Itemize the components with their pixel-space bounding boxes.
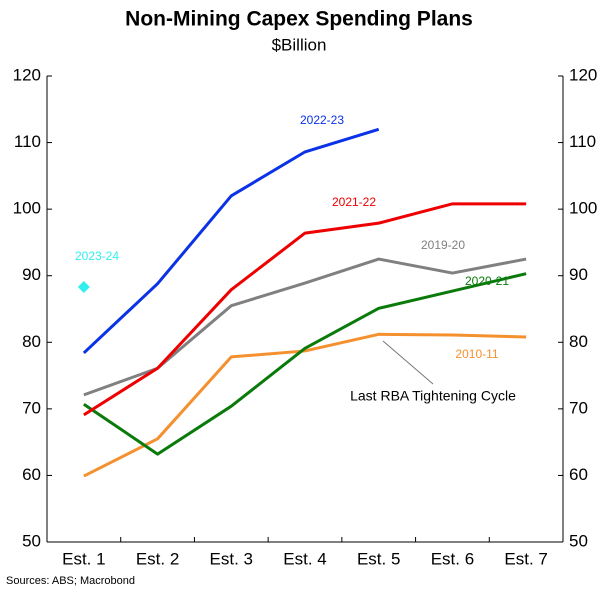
x-tick-label: Est. 6	[431, 549, 474, 568]
y2-tick-label: 60	[569, 465, 588, 484]
series-label: 2023-24	[75, 249, 119, 263]
series-line	[83, 332, 527, 478]
marker	[77, 281, 90, 294]
chart-title: Non-Mining Capex Spending Plans	[125, 8, 473, 31]
y-tick-label: 70	[22, 398, 41, 417]
x-tick-label: Est. 3	[210, 549, 253, 568]
series-label: 2020-21	[465, 274, 509, 288]
series-line	[83, 202, 527, 417]
series-label: 2010-11	[455, 347, 498, 361]
y2-tick-label: 50	[569, 531, 588, 550]
y2-tick-label: 90	[569, 265, 588, 284]
y2-tick-label: 80	[569, 332, 588, 351]
chart-subtitle: $Billion	[272, 35, 327, 54]
annotation: Last RBA Tightening Cycle	[350, 388, 516, 404]
y-tick-label: 60	[22, 465, 41, 484]
y-tick-label: 120	[13, 65, 41, 84]
source: Sources: ABS; Macrobond	[6, 575, 135, 587]
x-tick-label: Est. 4	[283, 549, 326, 568]
series-line	[82, 127, 380, 355]
y2-tick-label: 120	[569, 65, 597, 84]
x-tick-label: Est. 1	[62, 549, 105, 568]
annotation-line	[382, 340, 434, 385]
series-label: 2022-23	[300, 113, 344, 127]
y-tick-label: 50	[22, 531, 41, 550]
y2-tick-label: 70	[569, 398, 588, 417]
x-tick-label: Est. 2	[136, 549, 179, 568]
x-tick-label: Est. 5	[357, 549, 400, 568]
y2-tick-label: 110	[569, 132, 596, 151]
y-tick-label: 100	[13, 199, 41, 218]
y-tick-label: 110	[14, 132, 41, 151]
series-line	[83, 272, 527, 456]
y-tick-label: 80	[22, 332, 41, 351]
x-tick-label: Est. 7	[504, 549, 547, 568]
y-tick-label: 90	[22, 265, 41, 284]
series-label: 2021-22	[332, 195, 376, 209]
series-label: 2019-20	[421, 238, 465, 252]
y2-tick-label: 100	[569, 199, 597, 218]
